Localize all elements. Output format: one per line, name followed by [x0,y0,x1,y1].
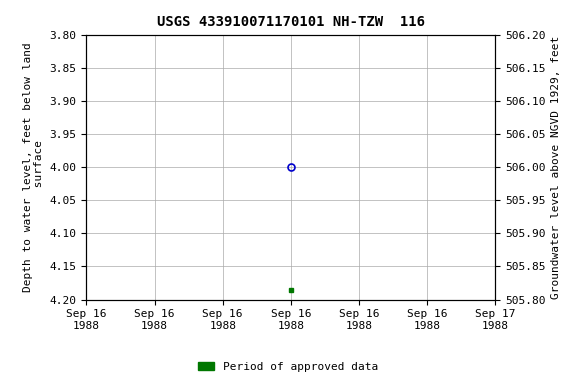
Legend: Period of approved data: Period of approved data [193,358,383,377]
Y-axis label: Groundwater level above NGVD 1929, feet: Groundwater level above NGVD 1929, feet [551,35,561,299]
Y-axis label: Depth to water level, feet below land
 surface: Depth to water level, feet below land su… [22,42,44,292]
Title: USGS 433910071170101 NH-TZW  116: USGS 433910071170101 NH-TZW 116 [157,15,425,29]
